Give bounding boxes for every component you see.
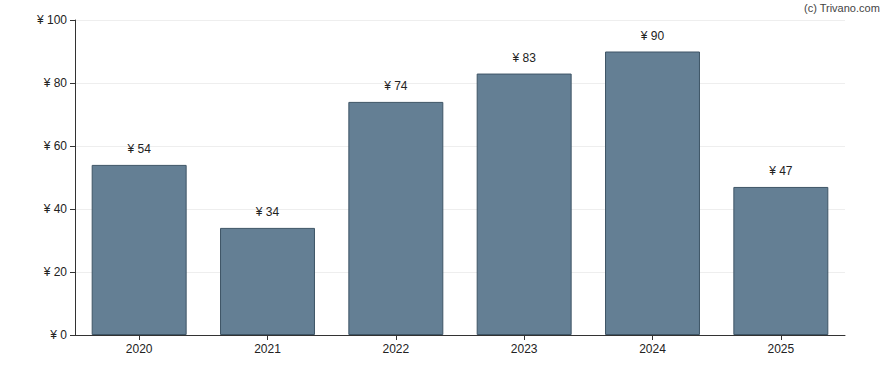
svg-text:¥ 90: ¥ 90: [640, 29, 665, 43]
svg-text:¥ 83: ¥ 83: [511, 51, 536, 65]
svg-text:(c) Trivano.com: (c) Trivano.com: [804, 2, 880, 14]
svg-text:¥ 80: ¥ 80: [43, 76, 68, 90]
svg-text:¥ 0: ¥ 0: [49, 328, 67, 342]
svg-text:¥ 74: ¥ 74: [383, 79, 408, 93]
svg-text:¥ 34: ¥ 34: [255, 205, 280, 219]
svg-text:2024: 2024: [639, 342, 666, 356]
svg-text:¥ 40: ¥ 40: [43, 202, 68, 216]
svg-text:2025: 2025: [767, 342, 794, 356]
svg-text:2020: 2020: [126, 342, 153, 356]
svg-text:¥ 47: ¥ 47: [768, 164, 793, 178]
svg-text:2022: 2022: [382, 342, 409, 356]
svg-text:¥ 54: ¥ 54: [126, 142, 151, 156]
svg-text:¥ 100: ¥ 100: [36, 13, 67, 27]
svg-text:¥ 20: ¥ 20: [43, 265, 68, 279]
svg-text:¥ 60: ¥ 60: [43, 139, 68, 153]
svg-text:2023: 2023: [511, 342, 538, 356]
svg-text:2021: 2021: [254, 342, 281, 356]
